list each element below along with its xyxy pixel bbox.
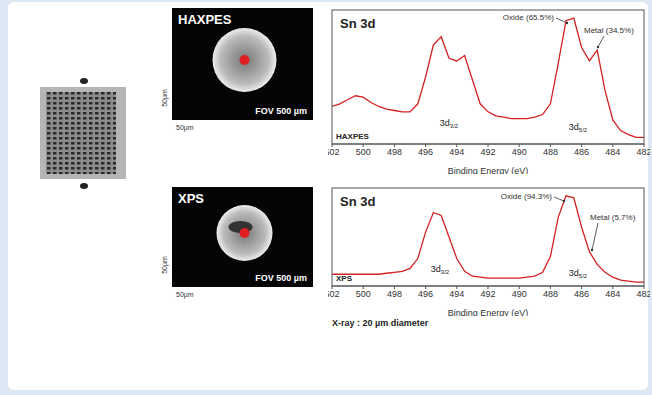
svg-text:3d5/2: 3d5/2 bbox=[569, 268, 588, 279]
svg-text:482: 482 bbox=[636, 289, 644, 299]
svg-text:494: 494 bbox=[449, 147, 464, 157]
svg-text:HAXPES: HAXPES bbox=[336, 132, 370, 141]
svg-text:Metal (5.7%): Metal (5.7%) bbox=[590, 213, 636, 222]
html-text:X-ray : 20 µm diameter: X-ray : 20 µm diameter bbox=[332, 318, 429, 328]
svg-text:492: 492 bbox=[480, 289, 495, 299]
svg-text:50µm: 50µm bbox=[176, 291, 194, 299]
svg-text:488: 488 bbox=[543, 289, 558, 299]
svg-text:3d3/2: 3d3/2 bbox=[440, 118, 459, 129]
svg-text:3d3/2: 3d3/2 bbox=[431, 264, 450, 275]
svg-text:50µm: 50µm bbox=[176, 124, 194, 132]
svg-text:Oxide (94.3%): Oxide (94.3%) bbox=[501, 192, 552, 201]
svg-text:486: 486 bbox=[574, 147, 589, 157]
svg-text:490: 490 bbox=[512, 147, 527, 157]
svg-text:HAXPES: HAXPES bbox=[178, 12, 232, 27]
svg-text:XPS: XPS bbox=[178, 191, 204, 206]
svg-text:496: 496 bbox=[418, 147, 433, 157]
svg-text:490: 490 bbox=[512, 289, 527, 299]
svg-text:Metal (34.5%): Metal (34.5%) bbox=[584, 26, 634, 35]
svg-text:488: 488 bbox=[543, 147, 558, 157]
svg-text:3d5/2: 3d5/2 bbox=[569, 122, 588, 133]
svg-text:498: 498 bbox=[387, 147, 402, 157]
svg-text:496: 496 bbox=[418, 289, 433, 299]
svg-text:494: 494 bbox=[449, 289, 464, 299]
svg-text:500: 500 bbox=[356, 289, 371, 299]
svg-text:50µm: 50µm bbox=[161, 89, 169, 107]
svg-text:486: 486 bbox=[574, 289, 589, 299]
svg-text:502: 502 bbox=[328, 289, 340, 299]
svg-text:484: 484 bbox=[605, 289, 620, 299]
svg-text:Sn 3d: Sn 3d bbox=[340, 16, 375, 31]
svg-text:FOV 500 µm: FOV 500 µm bbox=[255, 106, 307, 116]
svg-text:482: 482 bbox=[636, 147, 644, 157]
svg-text:498: 498 bbox=[387, 289, 402, 299]
svg-text:500: 500 bbox=[356, 147, 371, 157]
svg-text:484: 484 bbox=[605, 147, 620, 157]
svg-text:FOV 500 µm: FOV 500 µm bbox=[255, 273, 307, 283]
svg-text:XPS: XPS bbox=[336, 274, 353, 283]
svg-text:502: 502 bbox=[328, 147, 340, 157]
svg-text:Binding Energy (eV): Binding Energy (eV) bbox=[448, 166, 529, 174]
svg-text:Sn 3d: Sn 3d bbox=[340, 194, 375, 209]
svg-text:492: 492 bbox=[480, 147, 495, 157]
svg-text:50µm: 50µm bbox=[161, 256, 169, 274]
svg-text:Binding Energy (eV): Binding Energy (eV) bbox=[448, 308, 529, 316]
svg-text:Oxide (65.5%): Oxide (65.5%) bbox=[503, 13, 554, 22]
